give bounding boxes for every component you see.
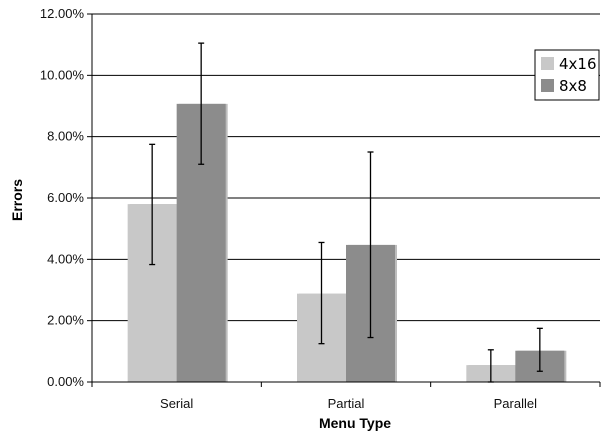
- error-bars: [149, 42, 543, 383]
- x-axis-title: Menu Type: [319, 415, 391, 431]
- y-axis-title: Errors: [9, 179, 25, 221]
- y-tick-label: 8.00%: [47, 129, 84, 144]
- x-tick-label: Parallel: [494, 396, 537, 411]
- y-tick-label: 6.00%: [47, 190, 84, 205]
- x-tick-label: Partial: [328, 396, 365, 411]
- x-tick-label: Serial: [160, 396, 193, 411]
- y-tick-label: 12.00%: [40, 6, 85, 21]
- legend-label: 8x8: [559, 77, 587, 95]
- y-tick-label: 10.00%: [40, 67, 85, 82]
- legend-swatch: [541, 57, 554, 70]
- y-tick-label: 0.00%: [47, 374, 84, 389]
- y-tick-label: 2.00%: [47, 313, 84, 328]
- legend-label: 4x16: [559, 55, 597, 73]
- x-axis: Serial Partial Parallel: [91, 381, 601, 411]
- y-tick-label: 4.00%: [47, 251, 84, 266]
- legend-swatch: [541, 79, 554, 92]
- bars: [127, 103, 567, 382]
- legend: 4x16 8x8: [534, 49, 600, 101]
- y-axis: 0.00% 2.00% 4.00% 6.00% 8.00% 10.00% 12.00%: [40, 6, 93, 389]
